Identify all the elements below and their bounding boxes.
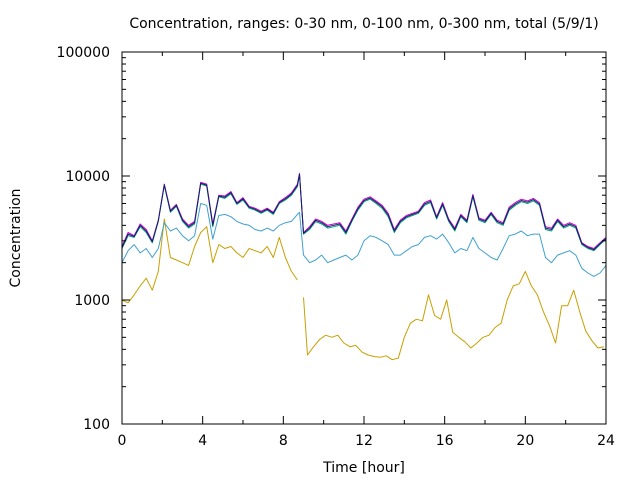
y-tick-label: 10000 [65,169,110,185]
plot-frame [121,51,607,425]
y-tick-label: 1000 [74,293,110,309]
y-axis-label: Concentration [8,188,24,287]
y-tick-label: 100000 [57,45,110,61]
series-line-1 [121,218,605,361]
y-tick-label: 100 [83,417,110,433]
series-layer [121,172,607,361]
x-tick-label: 20 [516,433,534,449]
series-line-4 [121,172,607,249]
x-tick-label: 4 [198,433,207,449]
x-tick-label: 24 [597,433,615,449]
x-tick-label: 0 [118,433,127,449]
x-tick-label: 12 [355,433,373,449]
series-line-2 [121,203,607,277]
x-tick-label: 16 [436,433,454,449]
x-axis-label: Time [hour] [322,460,405,476]
series-line-5 [121,173,607,251]
series-line-3 [121,174,607,252]
chart-title: Concentration, ranges: 0-30 nm, 0-100 nm… [129,16,598,32]
x-tick-label: 8 [279,433,288,449]
ticks-layer: 0 4 8 12 16 20 24 100 1000 10000 100000 [57,45,615,449]
